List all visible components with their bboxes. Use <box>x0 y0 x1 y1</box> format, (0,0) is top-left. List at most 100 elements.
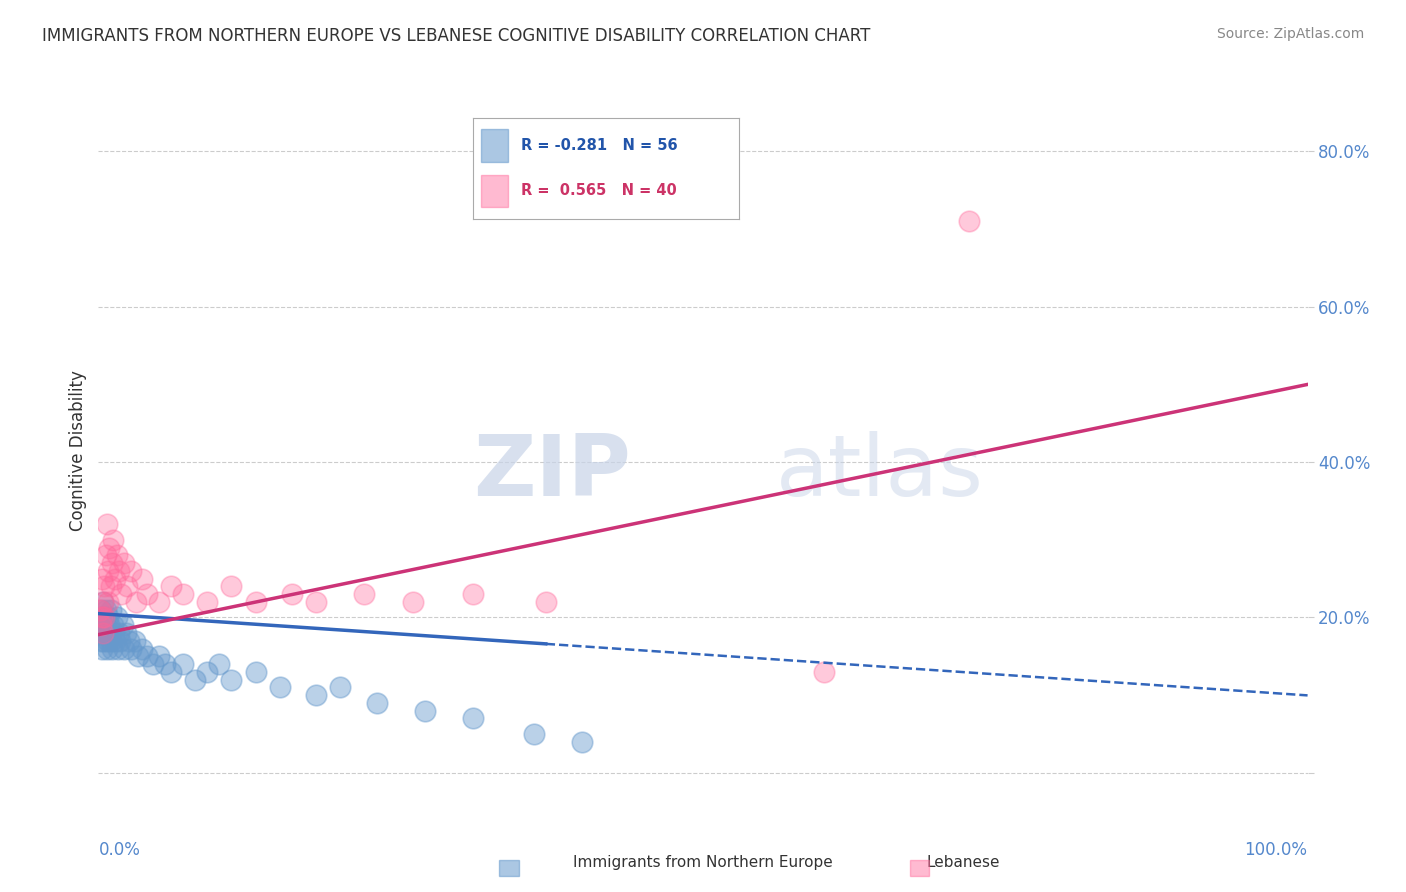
Point <box>110 587 132 601</box>
Point <box>117 579 139 593</box>
Point <box>571 735 593 749</box>
Point <box>100 641 122 656</box>
Point <box>402 595 425 609</box>
Point <box>221 579 243 593</box>
Point <box>245 595 267 609</box>
Point <box>91 618 114 632</box>
Point <box>90 603 112 617</box>
Point <box>108 626 131 640</box>
Point <box>100 556 122 570</box>
Point <box>463 587 485 601</box>
Point <box>135 649 157 664</box>
Point <box>93 610 115 624</box>
Point <box>148 595 170 609</box>
Point <box>90 618 112 632</box>
Point <box>91 626 114 640</box>
Point <box>366 696 388 710</box>
Point <box>100 579 122 593</box>
Point <box>91 626 114 640</box>
Point <box>91 595 114 609</box>
Y-axis label: Cognitive Disability: Cognitive Disability <box>69 370 87 531</box>
Point <box>463 711 485 725</box>
Point <box>131 572 153 586</box>
Point <box>94 618 117 632</box>
Point <box>127 649 149 664</box>
Point <box>100 633 122 648</box>
Point <box>142 657 165 672</box>
Point <box>96 641 118 656</box>
Point <box>104 572 127 586</box>
Point <box>112 556 135 570</box>
Point <box>104 633 127 648</box>
Point <box>96 626 118 640</box>
Point <box>91 572 114 586</box>
Point <box>103 626 125 640</box>
Text: ZIP: ZIP <box>472 431 630 514</box>
Point <box>329 681 352 695</box>
Text: Source: ZipAtlas.com: Source: ZipAtlas.com <box>1216 27 1364 41</box>
Point <box>97 595 120 609</box>
Point <box>118 633 141 648</box>
Point <box>96 517 118 532</box>
Point <box>97 564 120 578</box>
Point <box>172 587 194 601</box>
Point <box>813 665 835 679</box>
Point <box>124 633 146 648</box>
Point <box>125 595 148 609</box>
Point <box>353 587 375 601</box>
Point <box>534 595 557 609</box>
Point <box>112 641 135 656</box>
Point <box>305 688 328 702</box>
Point <box>94 549 117 563</box>
Point <box>413 704 436 718</box>
Point <box>91 610 114 624</box>
Point <box>153 657 176 672</box>
Text: Lebanese: Lebanese <box>927 855 1000 870</box>
Point <box>91 595 114 609</box>
Point <box>523 727 546 741</box>
Point <box>120 641 142 656</box>
Point <box>101 533 124 547</box>
Point <box>90 633 112 648</box>
Point <box>105 549 128 563</box>
Point <box>148 649 170 664</box>
Text: Immigrants from Northern Europe: Immigrants from Northern Europe <box>574 855 832 870</box>
Point <box>269 681 291 695</box>
Point <box>98 618 121 632</box>
Point <box>195 595 218 609</box>
Point <box>281 587 304 601</box>
Point <box>108 633 131 648</box>
Text: IMMIGRANTS FROM NORTHERN EUROPE VS LEBANESE COGNITIVE DISABILITY CORRELATION CHA: IMMIGRANTS FROM NORTHERN EUROPE VS LEBAN… <box>42 27 870 45</box>
Point <box>94 603 117 617</box>
Text: atlas: atlas <box>776 431 984 514</box>
Point <box>97 633 120 648</box>
Point <box>93 626 115 640</box>
Point <box>184 673 207 687</box>
Point <box>93 633 115 648</box>
Point <box>89 618 111 632</box>
Point <box>89 603 111 617</box>
Point <box>108 564 131 578</box>
Point <box>107 641 129 656</box>
Point <box>195 665 218 679</box>
Point <box>131 641 153 656</box>
Point <box>98 541 121 555</box>
Point <box>97 610 120 624</box>
Point <box>93 579 115 593</box>
Point <box>111 618 134 632</box>
Point <box>91 641 114 656</box>
Point <box>221 673 243 687</box>
Point <box>957 214 980 228</box>
Text: 0.0%: 0.0% <box>98 840 141 859</box>
Point <box>208 657 231 672</box>
Point <box>105 610 128 624</box>
Point <box>98 626 121 640</box>
Point <box>172 657 194 672</box>
Point <box>245 665 267 679</box>
Point <box>115 626 138 640</box>
Point <box>305 595 328 609</box>
Text: 100.0%: 100.0% <box>1244 840 1308 859</box>
Point <box>91 610 114 624</box>
Point <box>120 564 142 578</box>
Point <box>93 610 115 624</box>
